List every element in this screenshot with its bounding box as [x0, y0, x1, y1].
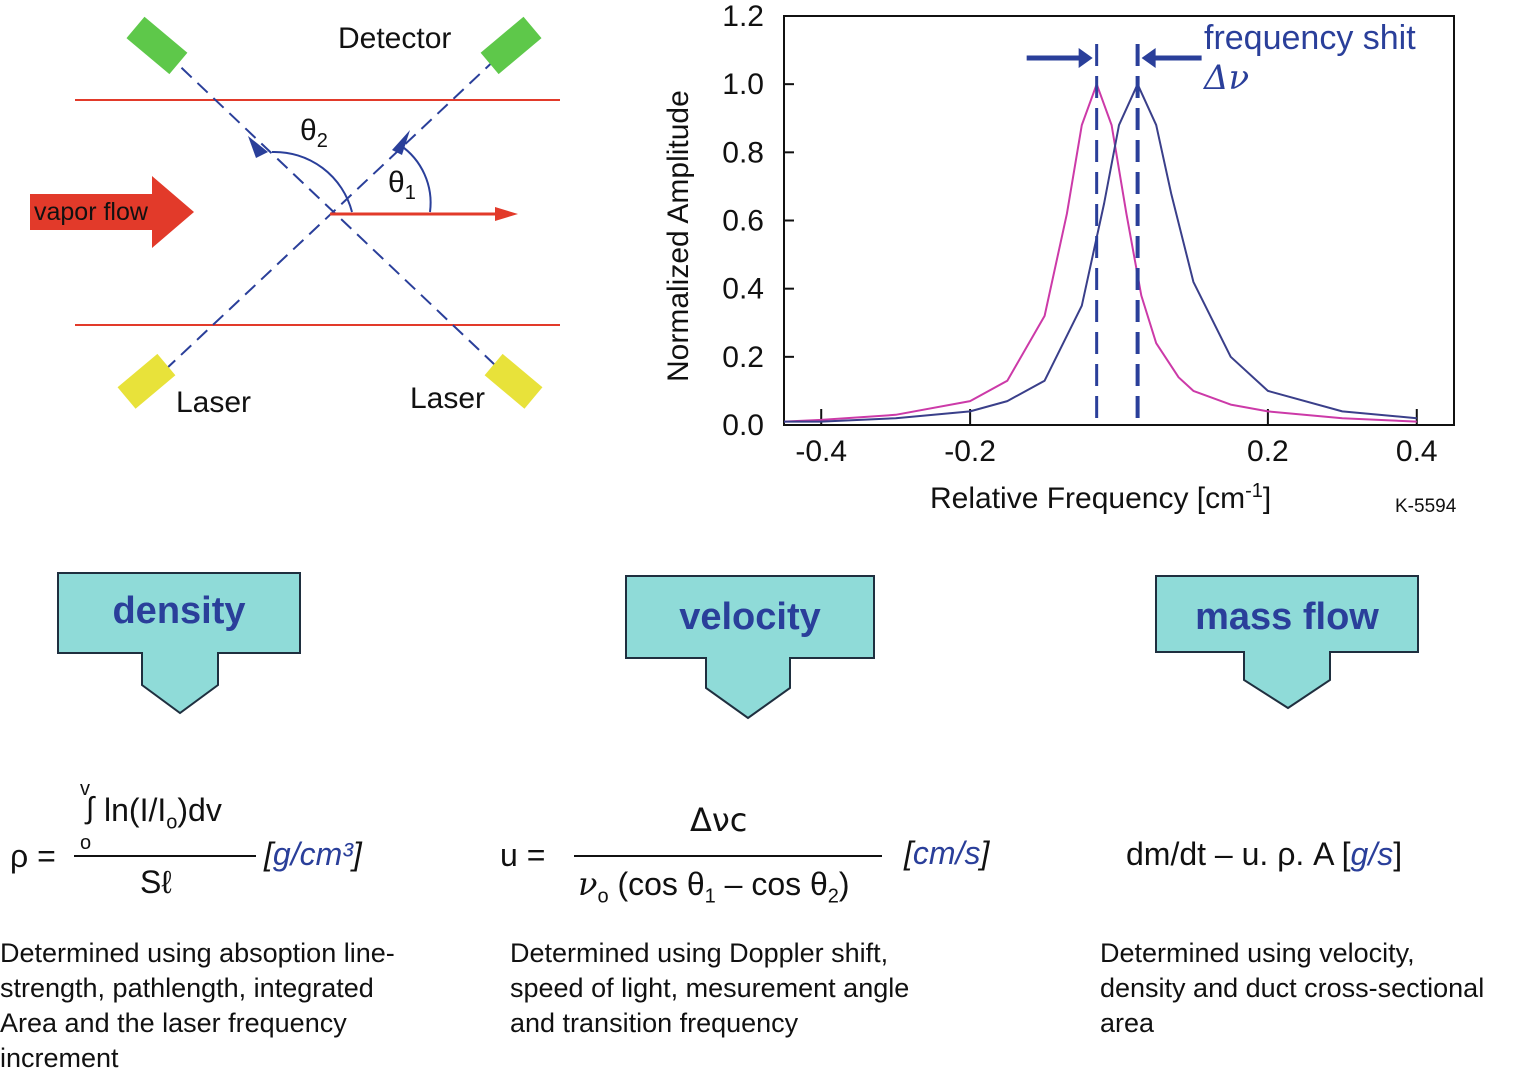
y-tick-label: 0.4: [722, 273, 764, 306]
velocity-lhs: u =: [500, 837, 546, 873]
laser-left: [117, 353, 176, 409]
annotation-symbol: Δν: [1204, 58, 1250, 98]
flow-vector-head: [495, 207, 518, 221]
beam-right-laser-to-left-detector: [167, 54, 496, 366]
density-unit: [g/cm³]: [264, 836, 362, 872]
series-line-1: [783, 83, 1417, 423]
chart-code: K-5594: [1395, 496, 1457, 517]
velocity-description: Determined using Doppler shift, speed of…: [510, 938, 910, 1038]
arrow-boxes: [57, 572, 1419, 720]
annotation-text: frequency shit: [1204, 19, 1416, 57]
density-numerator: ln(I/Io)dv: [104, 792, 222, 834]
detector-right: [480, 16, 542, 75]
massflow-formula: dm/dt – u. ρ. A [g/s]: [1126, 836, 1403, 872]
density-box-label: density: [112, 590, 246, 632]
y-tick-label: 1.2: [722, 0, 764, 33]
density-lower-limit: o: [80, 832, 92, 854]
y-tick-label: 1.0: [722, 68, 764, 101]
integral-symbol: ∫: [86, 792, 95, 825]
laser-right: [484, 353, 543, 409]
density-upper-limit: v: [80, 778, 90, 800]
density-denominator: Sℓ: [140, 864, 172, 900]
y-tick-label: 0.8: [722, 136, 764, 169]
density-box-shape: [57, 572, 301, 715]
detector-left: [126, 16, 188, 75]
theta2-arc: [271, 150, 353, 213]
velocity-box-label: velocity: [679, 596, 821, 638]
density-description: Determined using absoption line- strengt…: [0, 938, 395, 1073]
x-tick-label: -0.2: [944, 435, 996, 468]
beam-arrowhead-right: [392, 130, 410, 155]
velocity-box-shape: [625, 575, 875, 720]
velocity-numerator: Δνc: [690, 801, 748, 839]
shift-arrow-left-head: [1078, 48, 1093, 68]
laser-right-label: Laser: [410, 382, 486, 415]
x-tick-label: 0.2: [1247, 435, 1289, 468]
massflow-description: Determined using velocity, density and d…: [1100, 938, 1485, 1038]
x-tick-label: 0.4: [1396, 435, 1438, 468]
density-lhs: ρ =: [10, 838, 56, 874]
density-formula: ρ = v ∫ o ln(I/Io)dv Sℓ [g/cm³]: [0, 770, 460, 910]
x-tick-label: -0.4: [795, 435, 847, 468]
massflow-box-label: mass flow: [1195, 596, 1379, 638]
beam-arrowhead-left: [248, 136, 268, 158]
massflow-box-shape: [1155, 575, 1419, 710]
theta1-label: θ1: [388, 166, 416, 204]
velocity-unit: [cm/s]: [904, 835, 990, 871]
flow-schematic: [30, 16, 560, 409]
laser-left-label: Laser: [176, 386, 252, 419]
y-tick-label: 0.0: [722, 409, 764, 442]
y-tick-label: 0.2: [722, 341, 764, 374]
density-fraction-bar: [74, 855, 256, 857]
vapor-flow-label: vapor flow: [34, 198, 148, 226]
y-tick-label: 0.6: [722, 205, 764, 238]
chart-annotation: frequency shit Δν: [1204, 18, 1416, 98]
velocity-denominator: νo (cos θ1 – cos θ2): [578, 865, 850, 908]
chart-ylabel: Normalized Amplitude: [662, 90, 695, 382]
velocity-formula: u = Δνc νo (cos θ1 – cos θ2) [cm/s]: [490, 795, 1050, 915]
velocity-fraction-bar: [574, 855, 882, 857]
vapor-flow-arrow: [30, 176, 194, 248]
theta1-arc: [399, 144, 432, 213]
frequency-chart: 0.0 0.2 0.4 0.6 0.8 1.0 1.2 -0.4 -0.2 0.2 0.4: [722, 0, 1455, 468]
theta2-label: θ2: [300, 114, 328, 152]
shift-arrow-right-head: [1141, 48, 1156, 68]
chart-xlabel: Relative Frequency [cm-1]: [930, 480, 1272, 515]
series-line-2: [784, 83, 1417, 423]
detector-label: Detector: [338, 22, 452, 55]
